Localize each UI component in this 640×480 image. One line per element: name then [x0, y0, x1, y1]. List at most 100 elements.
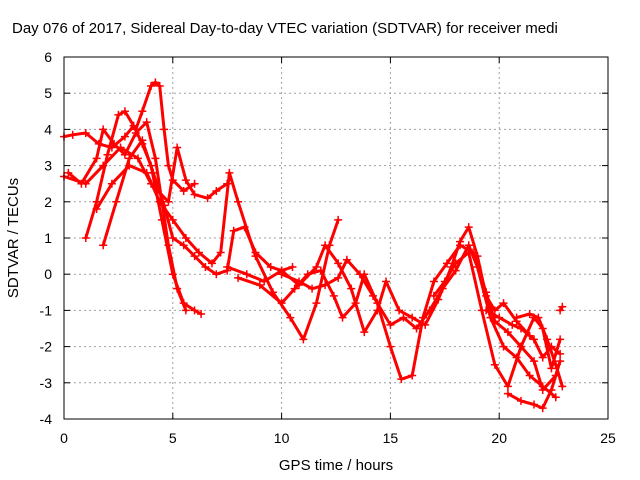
grid — [64, 57, 608, 419]
data-point — [547, 386, 556, 395]
data-point — [334, 259, 343, 268]
x-tick-label: 15 — [383, 430, 399, 446]
data-point — [440, 277, 449, 286]
data-point — [138, 107, 147, 116]
data-point — [120, 150, 129, 159]
data-point — [225, 168, 234, 177]
data-point — [190, 190, 199, 199]
data-point — [499, 299, 508, 308]
data-point — [382, 277, 391, 286]
data-point — [342, 255, 351, 264]
data-point — [68, 130, 77, 139]
data-point — [303, 270, 312, 279]
data-series-track-4 — [60, 143, 232, 206]
data-point — [451, 259, 460, 268]
data-point — [212, 186, 221, 195]
y-tick-label: 2 — [44, 194, 52, 210]
data-point — [81, 234, 90, 242]
data-point — [408, 371, 417, 380]
data-point — [321, 281, 330, 290]
y-tick-label: 6 — [44, 49, 52, 65]
y-tick-label: -1 — [40, 302, 53, 318]
data-series-track-6 — [92, 161, 343, 344]
data-point — [538, 382, 547, 391]
data-point — [99, 241, 108, 250]
data-series-track-8 — [234, 241, 560, 395]
data-point — [99, 125, 108, 134]
data-point — [147, 81, 156, 90]
y-tick-label: 4 — [44, 121, 52, 137]
data-point — [142, 168, 151, 177]
data-point — [207, 259, 216, 268]
data-point — [212, 270, 221, 279]
data-point — [288, 262, 297, 271]
data-point — [229, 226, 238, 235]
data-point — [368, 291, 377, 300]
data-point — [347, 284, 356, 293]
data-point — [251, 252, 260, 261]
data-point — [277, 270, 286, 279]
chart-title: Day 076 of 2017, Sidereal Day-to-day VTE… — [12, 20, 558, 37]
y-axis-title: SDTVAR / TECUs — [5, 178, 22, 298]
data-point — [181, 234, 190, 242]
data-point — [551, 360, 560, 369]
data-point — [125, 161, 134, 170]
data-point — [308, 284, 317, 293]
data-point — [334, 215, 343, 224]
data-point — [503, 389, 512, 398]
data-point — [179, 241, 188, 250]
data-point — [201, 262, 210, 271]
data-point — [295, 277, 304, 286]
x-axis-title: GPS time / hours — [279, 457, 393, 474]
data-point — [329, 291, 338, 300]
data-point — [486, 313, 495, 322]
data-point — [312, 299, 321, 308]
data-point — [81, 129, 90, 138]
series-line — [280, 243, 558, 399]
data-point — [81, 179, 90, 188]
data-point — [397, 375, 406, 384]
data-series-track-7 — [223, 223, 534, 340]
series-line — [506, 359, 562, 410]
data-point — [538, 353, 547, 362]
data-point — [395, 306, 404, 315]
data-point — [464, 248, 473, 257]
data-point — [194, 248, 203, 257]
data-point — [131, 125, 140, 134]
data-point — [355, 270, 364, 279]
data-point — [543, 335, 552, 344]
data-point — [530, 357, 539, 366]
data-point — [321, 241, 330, 250]
data-point — [99, 161, 108, 170]
data-point — [151, 154, 160, 163]
data-point — [351, 299, 360, 308]
data-point — [399, 313, 408, 322]
data-point — [277, 299, 286, 308]
y-tick-label: 1 — [44, 230, 52, 246]
data-point — [155, 81, 164, 90]
data-point — [190, 252, 199, 261]
data-point — [442, 259, 451, 268]
data-point — [538, 404, 547, 413]
data-point — [473, 262, 482, 271]
data-point — [503, 382, 512, 391]
data-point — [386, 320, 395, 329]
data-point — [64, 168, 73, 177]
data-point — [312, 262, 321, 271]
data-point — [551, 393, 560, 402]
y-tick-label: 3 — [44, 158, 52, 174]
series-line — [101, 138, 294, 276]
data-point — [260, 277, 269, 286]
data-point — [138, 136, 147, 145]
data-point — [525, 310, 534, 319]
data-point — [429, 291, 438, 300]
y-tick-label: 5 — [44, 85, 52, 101]
data-point — [168, 215, 177, 224]
data-point — [151, 78, 160, 87]
data-series-track-9 — [277, 241, 560, 402]
data-point — [181, 176, 190, 185]
y-tick-label: 0 — [44, 266, 52, 282]
data-point — [255, 281, 264, 290]
data-point — [482, 306, 491, 315]
data-point — [92, 154, 101, 163]
